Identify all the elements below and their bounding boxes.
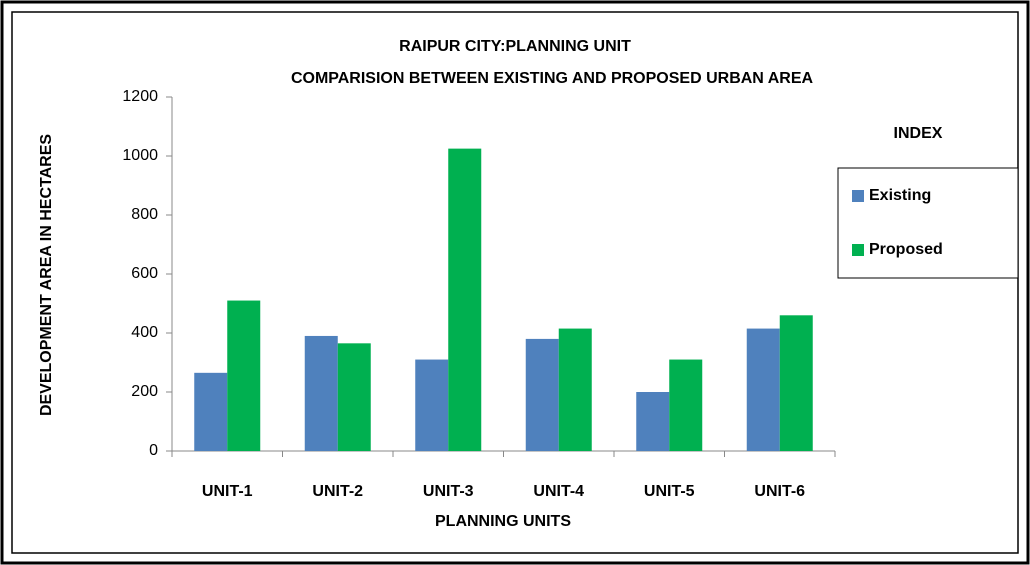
legend-label: Existing xyxy=(869,187,931,204)
bar xyxy=(636,392,670,451)
x-tick-label: UNIT-1 xyxy=(202,483,253,500)
x-tick-label: UNIT-4 xyxy=(533,483,584,500)
y-tick-label: 200 xyxy=(131,383,158,400)
bar xyxy=(779,315,813,451)
x-tick-label: UNIT-6 xyxy=(754,483,805,500)
bar xyxy=(746,328,780,451)
legend-box xyxy=(837,167,1019,279)
bar xyxy=(448,148,482,451)
y-tick-label: 800 xyxy=(131,206,158,223)
y-tick-label: 600 xyxy=(131,265,158,282)
bar xyxy=(525,338,559,451)
y-tick-label: 0 xyxy=(149,442,158,459)
chart-subtitle: COMPARISION BETWEEN EXISTING AND PROPOSE… xyxy=(291,70,814,87)
y-tick-label: 1000 xyxy=(122,147,158,164)
x-tick-label: UNIT-2 xyxy=(312,483,363,500)
legend-swatch xyxy=(852,244,864,256)
legend-swatch xyxy=(852,190,864,202)
inner-frame xyxy=(11,11,1019,554)
bar xyxy=(669,359,703,451)
legend-title: INDEX xyxy=(894,125,943,142)
legend-label: Proposed xyxy=(869,241,943,258)
bar xyxy=(415,359,449,451)
bar xyxy=(558,328,592,451)
bar xyxy=(194,372,228,451)
bar xyxy=(227,300,261,451)
y-tick-label: 1200 xyxy=(122,88,158,105)
chart-title: RAIPUR CITY:PLANNING UNIT xyxy=(399,38,631,55)
bar xyxy=(337,343,371,451)
x-axis-title: PLANNING UNITS xyxy=(435,513,571,530)
x-tick-label: UNIT-5 xyxy=(644,483,695,500)
y-tick-label: 400 xyxy=(131,324,158,341)
y-axis-title: DEVELOPMENT AREA IN HECTARES xyxy=(38,134,55,416)
bar xyxy=(304,335,338,451)
x-tick-label: UNIT-3 xyxy=(423,483,474,500)
